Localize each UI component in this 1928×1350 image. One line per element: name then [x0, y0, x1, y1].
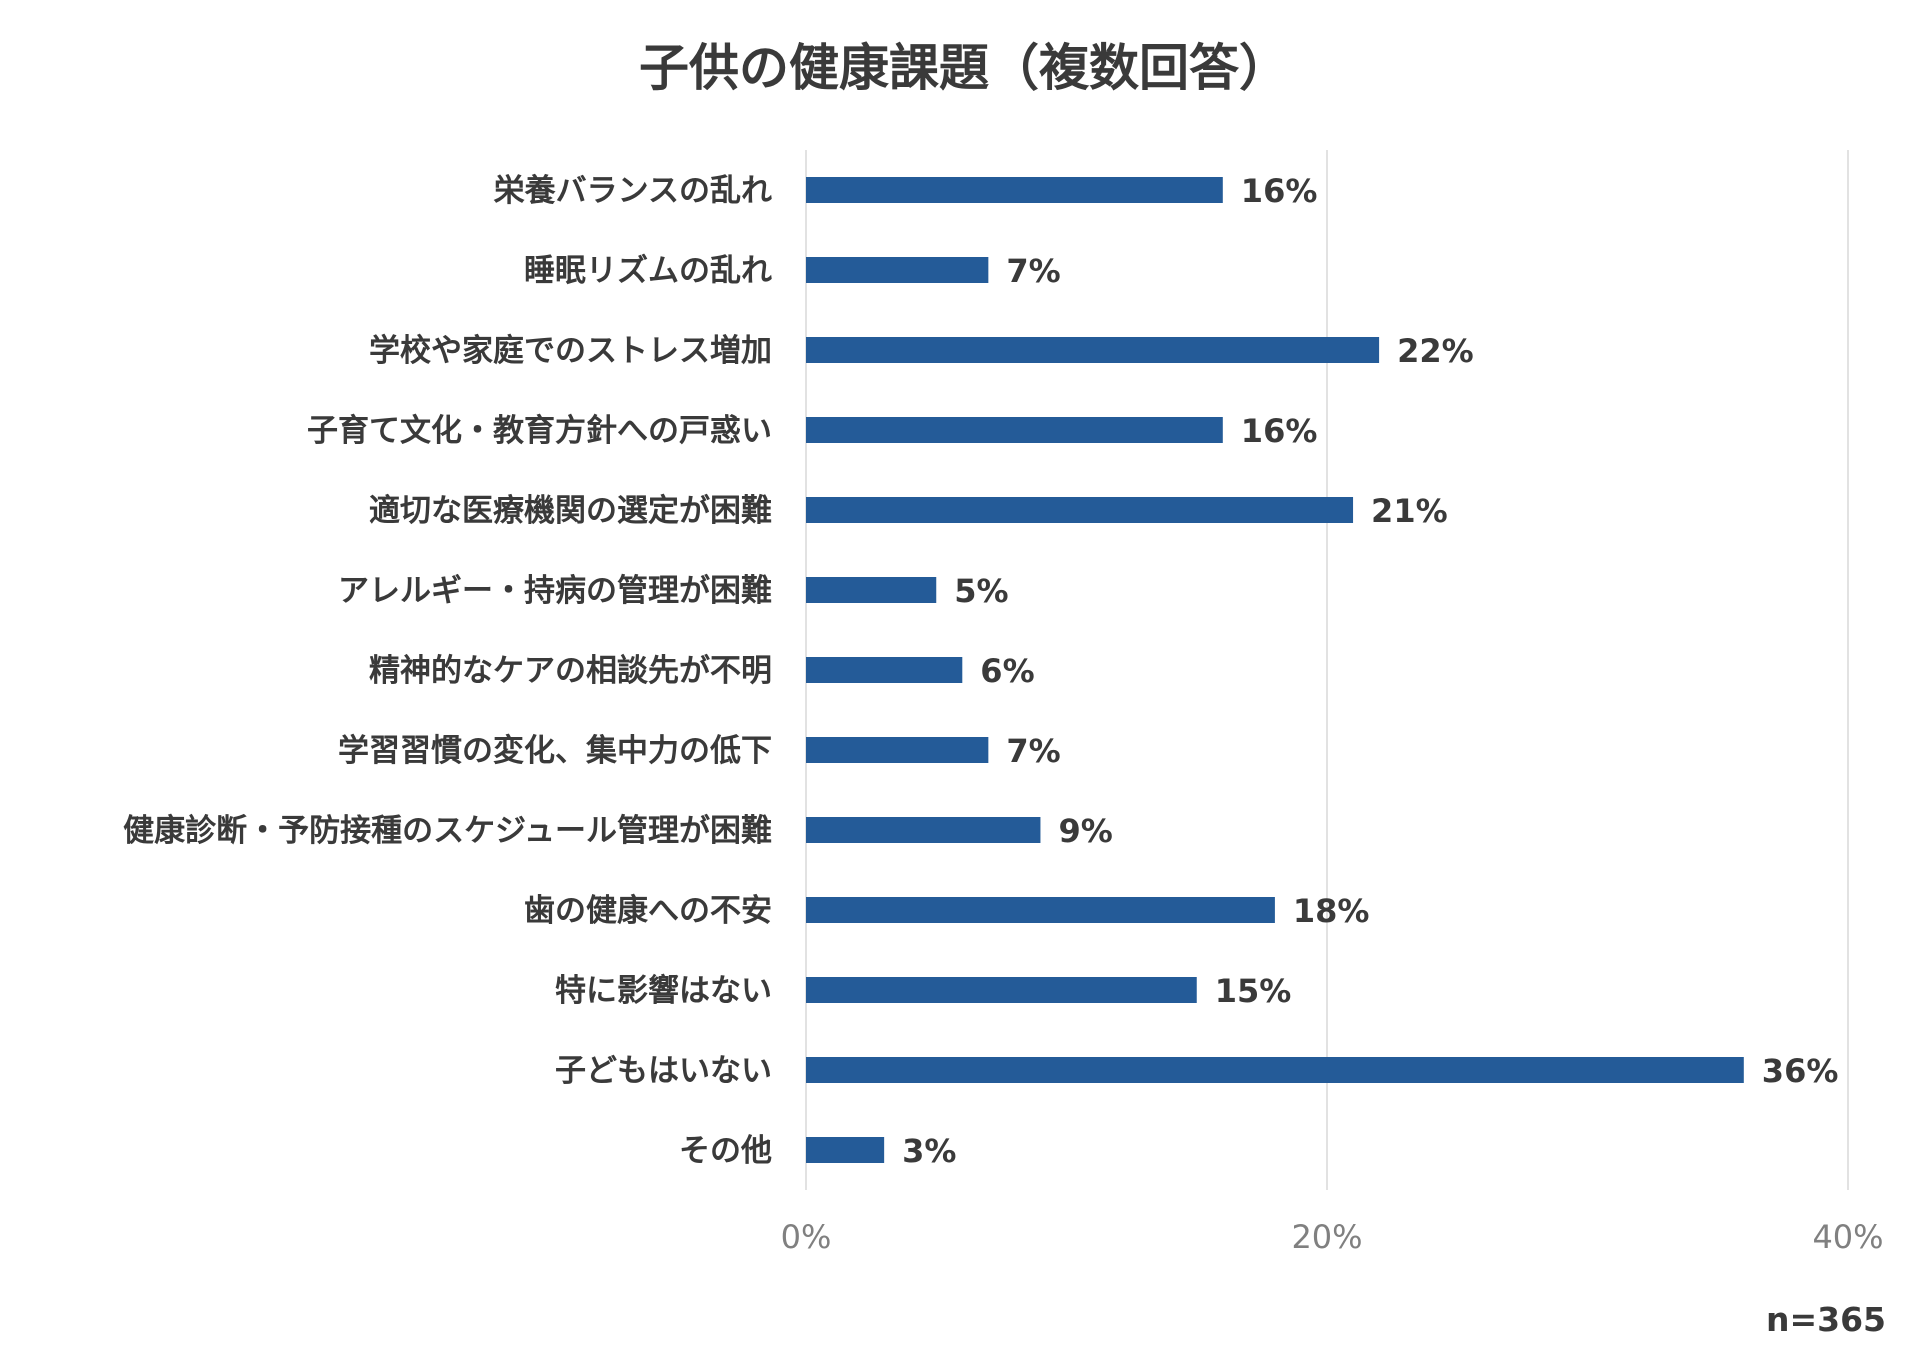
category-label: その他 — [679, 1133, 772, 1169]
value-label: 18% — [1293, 892, 1370, 930]
bar — [806, 897, 1275, 923]
chart-title: 子供の健康課題（複数回答） — [639, 39, 1289, 97]
value-label: 7% — [1006, 252, 1060, 290]
category-label: 健康診断・予防接種のスケジュール管理が困難 — [123, 813, 772, 849]
value-label: 36% — [1762, 1052, 1839, 1090]
bar — [806, 497, 1354, 523]
category-label: 適切な医療機関の選定が困難 — [369, 493, 772, 529]
value-label: 7% — [1006, 732, 1060, 770]
category-label: 学習習慣の変化、集中力の低下 — [338, 733, 772, 769]
category-label: アレルギー・持病の管理が困難 — [338, 573, 772, 609]
bar — [806, 257, 989, 283]
bar — [806, 1057, 1744, 1083]
bar — [806, 657, 963, 683]
category-label: 子育て文化・教育方針への戸惑い — [307, 413, 772, 449]
value-label: 5% — [954, 572, 1008, 610]
value-label: 6% — [980, 652, 1034, 690]
bar — [806, 737, 989, 763]
value-label: 21% — [1371, 492, 1448, 530]
bar — [806, 417, 1223, 443]
category-label: 特に影響はない — [555, 973, 772, 1009]
category-label: 歯の健康への不安 — [524, 893, 772, 929]
value-label: 16% — [1241, 172, 1318, 210]
bar — [806, 177, 1223, 203]
x-axis-ticks: 0% 20% 40% — [781, 1218, 1884, 1256]
x-tick-label: 40% — [1812, 1218, 1883, 1256]
x-tick-label: 0% — [781, 1218, 832, 1256]
value-label: 15% — [1215, 972, 1292, 1010]
bar — [806, 337, 1380, 363]
bar — [806, 977, 1197, 1003]
x-tick-label: 20% — [1291, 1218, 1362, 1256]
value-label: 9% — [1058, 812, 1112, 850]
value-label: 16% — [1241, 412, 1318, 450]
sample-size-note: n=365 — [1765, 1300, 1886, 1339]
bar — [806, 817, 1041, 843]
bars — [806, 177, 1744, 1163]
bar — [806, 1137, 885, 1163]
category-labels: 栄養バランスの乱れ睡眠リズムの乱れ学校や家庭でのストレス増加子育て文化・教育方針… — [123, 173, 772, 1169]
value-label: 22% — [1397, 332, 1474, 370]
category-label: 精神的なケアの相談先が不明 — [369, 653, 772, 689]
category-label: 子どもはいない — [555, 1053, 772, 1089]
category-label: 栄養バランスの乱れ — [494, 173, 772, 209]
bar — [806, 577, 937, 603]
value-labels: 16% 7% 22% 16% 21% 5% 6% 7% 9% 18% 15% 36% 3% — [902, 172, 1838, 1170]
category-label: 睡眠リズムの乱れ — [524, 253, 772, 289]
value-label: 3% — [902, 1132, 956, 1170]
category-label: 学校や家庭でのストレス増加 — [369, 333, 772, 369]
